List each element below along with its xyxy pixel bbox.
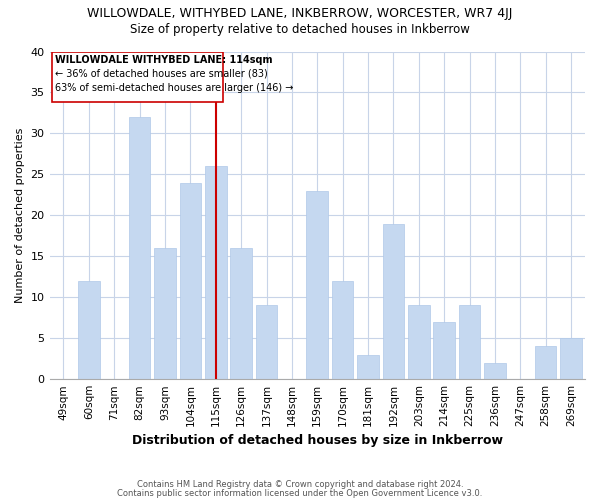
Bar — [205, 166, 227, 379]
Bar — [408, 306, 430, 379]
Text: Contains public sector information licensed under the Open Government Licence v3: Contains public sector information licen… — [118, 488, 482, 498]
Bar — [383, 224, 404, 379]
Bar — [484, 363, 506, 379]
Bar — [154, 248, 176, 379]
Text: WILLOWDALE WITHYBED LANE: 114sqm: WILLOWDALE WITHYBED LANE: 114sqm — [55, 55, 272, 65]
Bar — [459, 306, 481, 379]
Bar — [357, 354, 379, 379]
Text: ← 36% of detached houses are smaller (83): ← 36% of detached houses are smaller (83… — [55, 68, 268, 78]
Bar — [129, 117, 151, 379]
Y-axis label: Number of detached properties: Number of detached properties — [15, 128, 25, 303]
FancyBboxPatch shape — [52, 52, 223, 102]
Bar — [535, 346, 556, 379]
Bar — [433, 322, 455, 379]
Text: WILLOWDALE, WITHYBED LANE, INKBERROW, WORCESTER, WR7 4JJ: WILLOWDALE, WITHYBED LANE, INKBERROW, WO… — [88, 8, 512, 20]
Bar — [560, 338, 582, 379]
X-axis label: Distribution of detached houses by size in Inkberrow: Distribution of detached houses by size … — [132, 434, 503, 448]
Text: 63% of semi-detached houses are larger (146) →: 63% of semi-detached houses are larger (… — [55, 82, 293, 92]
Text: Contains HM Land Registry data © Crown copyright and database right 2024.: Contains HM Land Registry data © Crown c… — [137, 480, 463, 489]
Bar — [307, 191, 328, 379]
Bar — [78, 281, 100, 379]
Text: Size of property relative to detached houses in Inkberrow: Size of property relative to detached ho… — [130, 22, 470, 36]
Bar — [332, 281, 353, 379]
Bar — [230, 248, 252, 379]
Bar — [179, 182, 201, 379]
Bar — [256, 306, 277, 379]
